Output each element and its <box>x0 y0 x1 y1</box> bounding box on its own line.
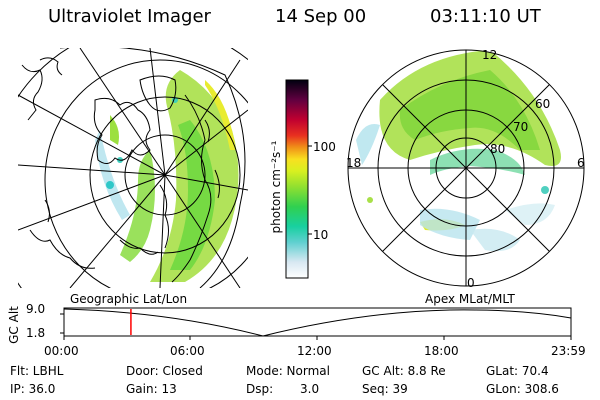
mlt-label-0: 0 <box>467 276 475 290</box>
dsp-info-label: Dsp: <box>246 382 274 396</box>
door-info: Door: Closed <box>126 364 203 378</box>
y-tick-9: 9.0 <box>26 302 46 316</box>
x-tick-1200: 12:00 <box>297 344 332 358</box>
mlt-label-6: 6 <box>577 156 585 170</box>
x-tick-2359: 23:59 <box>551 344 586 358</box>
gain-info: Gain: 13 <box>126 382 177 396</box>
mlat-label-60: 60 <box>535 97 551 111</box>
seq-info: Seq: 39 <box>362 382 408 396</box>
apex-panel-label: Apex MLat/MLT <box>425 292 515 306</box>
date-label: 14 Sep 00 <box>275 6 367 27</box>
y-tick-1-8: 1.8 <box>26 326 46 340</box>
x-tick-0000: 00:00 <box>44 344 79 358</box>
glat-info: GLat: 70.4 <box>486 364 549 378</box>
mode-info: Mode: Normal <box>246 364 330 378</box>
dsp-info-value: 3.0 <box>300 382 320 396</box>
mlat-label-80: 80 <box>490 142 506 156</box>
altitude-curve <box>63 308 572 337</box>
x-tick-0600: 06:00 <box>170 344 205 358</box>
timeline-y-label: GC Alt <box>7 306 21 344</box>
auroral-emission-polar <box>356 50 561 252</box>
lat-lon-grid <box>18 48 248 288</box>
colorbar-gradient <box>285 79 309 279</box>
time-label: 03:11:10 UT <box>430 6 541 27</box>
colorbar-tick-10: 10 <box>313 228 329 242</box>
polar-grid <box>347 49 585 287</box>
mlt-label-12: 12 <box>482 48 498 62</box>
x-tick-1800: 18:00 <box>424 344 459 358</box>
gc-alt-info: GC Alt: 8.8 Re <box>362 364 446 378</box>
earth-limb <box>60 48 246 288</box>
ip-info: IP: 36.0 <box>10 382 56 396</box>
geographic-panel-label: Geographic Lat/Lon <box>70 292 188 306</box>
glon-info: GLon: 308.6 <box>486 382 559 396</box>
mlat-label-70: 70 <box>513 120 529 134</box>
mlt-label-18: 18 <box>346 156 362 170</box>
filter-info: Flt: LBHL <box>10 364 64 378</box>
auroral-emission-geo <box>95 70 239 282</box>
colorbar <box>285 79 312 279</box>
instrument-title: Ultraviolet Imager <box>48 6 211 27</box>
colorbar-tick-100: 100 <box>313 140 336 154</box>
